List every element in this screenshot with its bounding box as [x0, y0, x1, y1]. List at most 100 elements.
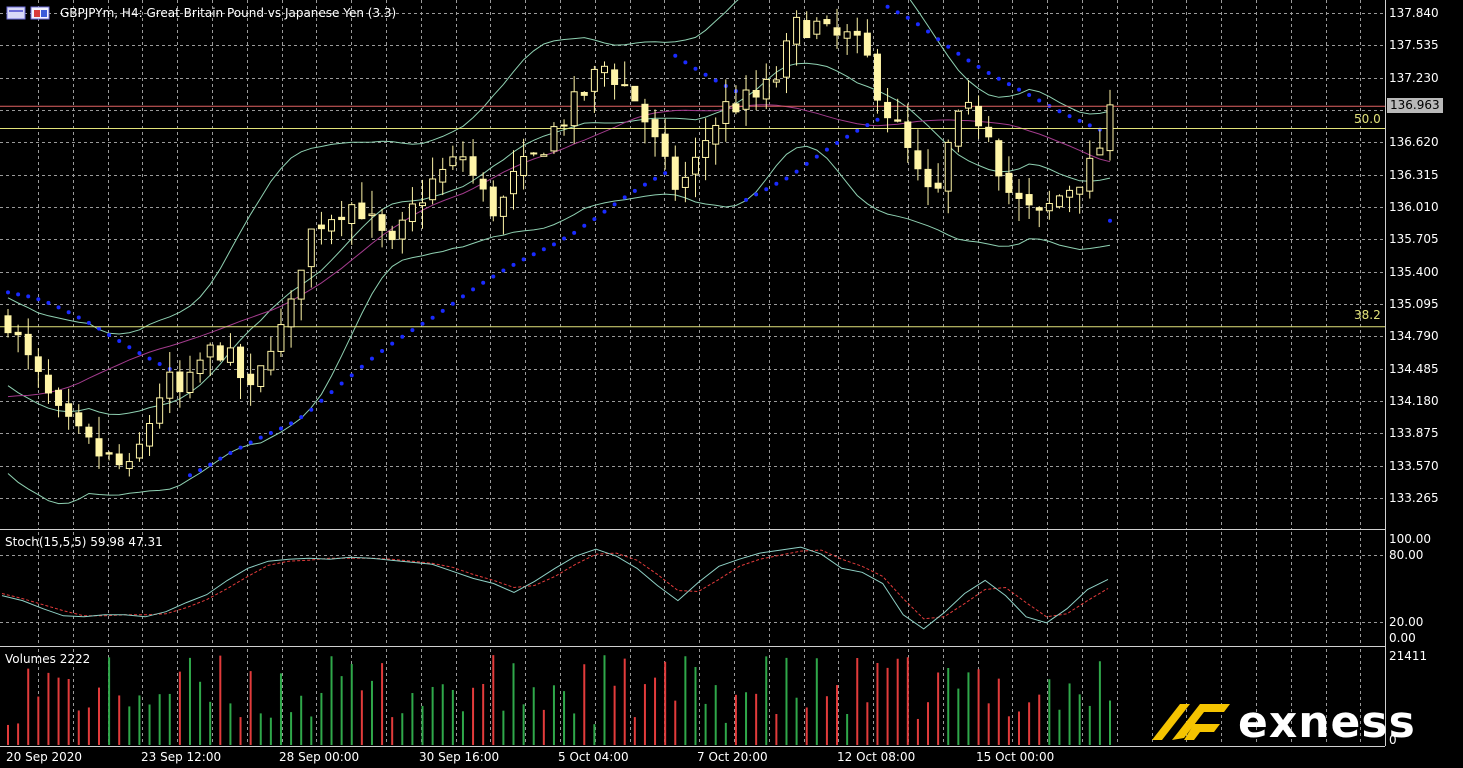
candle-bearish: [489, 186, 497, 217]
sar-dot: [592, 217, 597, 222]
candle-bullish: [843, 31, 851, 39]
sar-dot: [784, 176, 789, 181]
candlesticks: [4, 8, 1114, 477]
sar-dot: [622, 195, 627, 200]
sar-dot: [683, 60, 688, 65]
candle-bullish: [944, 141, 952, 192]
candle-bullish: [146, 423, 154, 447]
sar-dot: [895, 10, 900, 15]
sar-dot: [1067, 114, 1072, 119]
candle-bearish: [469, 156, 477, 176]
sar-dot: [966, 58, 971, 63]
sar-dot: [16, 292, 21, 297]
stoch-title: Stoch(15,5,5) 59.98 47.31: [5, 535, 163, 549]
candle-bearish: [671, 156, 679, 190]
sar-dot: [208, 462, 213, 467]
candle-bullish: [226, 347, 234, 363]
candle-bullish: [590, 68, 598, 92]
candle-bullish: [954, 110, 962, 147]
sar-dot: [1108, 218, 1112, 223]
candle-bearish: [317, 224, 325, 230]
candle-bearish: [24, 333, 32, 356]
candle-bullish: [449, 156, 457, 167]
sar-dot: [349, 373, 354, 378]
price-tick-label: 134.180: [1389, 394, 1439, 408]
sar-dot: [612, 202, 617, 207]
sar-dot: [137, 351, 142, 356]
candle-bearish: [176, 371, 184, 393]
candle-bullish: [287, 298, 295, 328]
sar-dot: [663, 171, 668, 176]
candle-bullish: [348, 204, 356, 224]
moving-average: [7, 104, 1111, 398]
sar-dot: [754, 192, 759, 197]
sar-dot: [258, 435, 263, 440]
candle-bearish: [803, 20, 811, 39]
price-tick-label: 137.840: [1389, 6, 1439, 20]
candle-bearish: [216, 345, 224, 361]
candle-bullish: [742, 89, 750, 110]
sar-dot: [855, 128, 860, 133]
sar-dot: [471, 287, 476, 292]
x-label-1: 23 Sep 12:00: [141, 750, 222, 764]
candle-bullish: [307, 228, 315, 268]
candle-bearish: [55, 389, 63, 406]
candle-bullish: [570, 91, 578, 127]
candle-bearish: [44, 374, 52, 394]
sar-dot: [6, 290, 10, 295]
candle-bearish: [934, 182, 942, 189]
x-label-2: 28 Sep 00:00: [279, 750, 360, 764]
sar-dot: [329, 390, 334, 395]
candle-bullish: [429, 178, 437, 201]
candle-bullish: [813, 20, 821, 35]
fib-label-38: 38.2: [1354, 308, 1381, 322]
panel-borders: [0, 0, 1386, 747]
sar-dot: [1006, 82, 1011, 87]
candle-bullish: [419, 202, 427, 207]
candle-bullish: [277, 324, 285, 352]
sar-dot: [218, 456, 223, 461]
x-label-4: 5 Oct 04:00: [558, 750, 629, 764]
sar-dot: [1017, 87, 1022, 92]
sar-dot: [703, 72, 708, 77]
candle-bullish: [166, 371, 174, 399]
candle-bearish: [247, 373, 255, 386]
sar-dot: [865, 123, 870, 128]
sar-dot: [460, 294, 465, 299]
sar-dot: [1057, 109, 1062, 114]
candle-bearish: [237, 346, 245, 379]
candle-bullish: [702, 140, 710, 158]
bollinger-middle: [7, 62, 1111, 416]
sar-dot: [36, 297, 41, 302]
candle-bullish: [439, 168, 447, 183]
sar-dot: [642, 182, 647, 187]
sar-dot: [299, 415, 304, 420]
candle-bearish: [611, 69, 619, 85]
sar-dot: [976, 64, 981, 69]
sar-dot: [885, 4, 890, 9]
price-tick-label: 133.265: [1389, 491, 1439, 505]
candle-bullish: [722, 101, 730, 124]
candle-bullish: [762, 78, 770, 100]
sar-dot: [541, 247, 546, 252]
bollinger-lower: [7, 145, 1111, 505]
sar-dot: [420, 321, 425, 326]
sar-dot: [390, 341, 395, 346]
sar-dot: [774, 181, 779, 186]
candle-bullish: [1086, 157, 1094, 192]
x-label-0: 20 Sep 2020: [6, 750, 83, 764]
candle-bullish: [681, 176, 689, 188]
candle-bearish: [833, 27, 841, 36]
sar-dot: [369, 356, 374, 361]
sar-dot: [380, 348, 385, 353]
candle-bearish: [975, 105, 983, 127]
candle-bullish: [257, 365, 265, 388]
sar-dot: [804, 161, 809, 166]
sar-dot: [511, 262, 516, 267]
sar-dot: [905, 15, 910, 20]
candle-bearish: [732, 103, 740, 113]
candle-bullish: [782, 40, 790, 78]
candle-bullish: [499, 196, 507, 217]
